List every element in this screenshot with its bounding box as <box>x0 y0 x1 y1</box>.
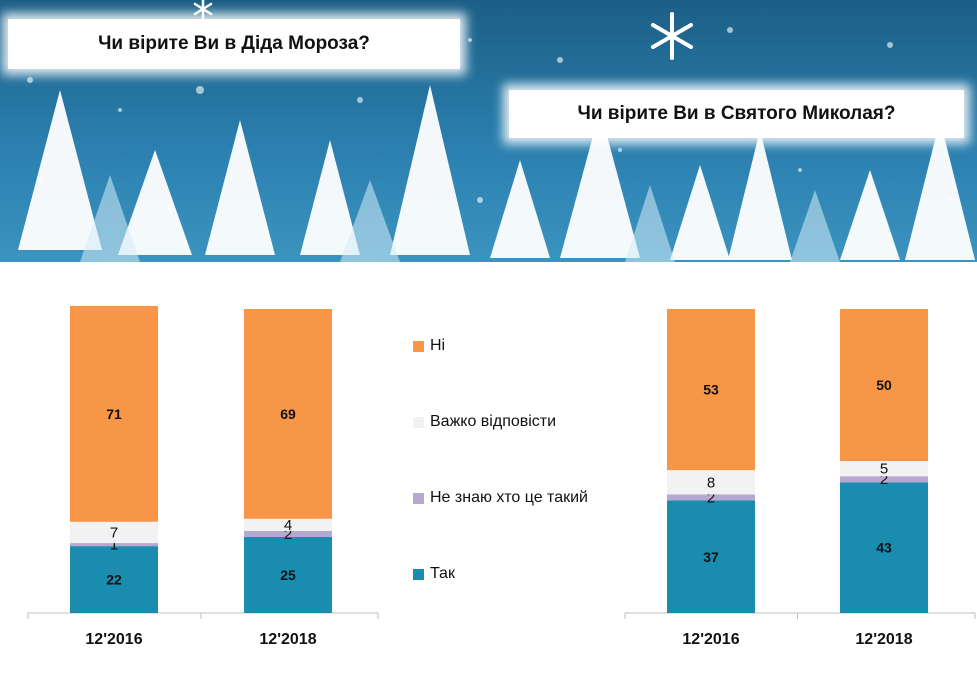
bar-segment-vazhko <box>244 518 332 531</box>
x-tick-label: 12'2016 <box>85 631 142 648</box>
bar-segment-vazhko <box>667 470 755 495</box>
legend-item-vazhko: Важко відповісти <box>413 411 673 433</box>
legend-label: Так <box>430 565 455 582</box>
bar-segment-tak <box>244 537 332 613</box>
data-label: 4 <box>284 517 292 534</box>
data-label: 22 <box>106 572 122 588</box>
data-label: 43 <box>876 540 892 556</box>
legend-label: Ні <box>430 337 446 354</box>
data-label: 53 <box>703 382 719 398</box>
snowy-forest-illustration <box>18 0 975 262</box>
snowflake-small-icon <box>193 0 213 20</box>
data-label: 2 <box>284 526 292 543</box>
x-tick-label: 12'2018 <box>259 631 316 648</box>
bar-segment-vazhko <box>70 521 158 544</box>
charts-area: 22 1 7 71 12'2016 25 2 4 69 12'2018 37 2 8 53 12'2016 4… <box>0 262 977 669</box>
legend-label: Важко відповісти <box>430 413 557 430</box>
bar-segment-ne-znayu <box>244 530 332 537</box>
question-title-ded-moroz: Чи вірите Ви в Діда Мороза? <box>8 19 460 69</box>
bar-segment-ne-znayu <box>70 543 158 547</box>
data-label: 71 <box>106 406 122 422</box>
snowflake-icon <box>651 12 693 60</box>
data-label: 2 <box>707 489 715 506</box>
legend-item-ni: Ні <box>413 335 673 357</box>
data-label: 7 <box>110 524 118 541</box>
legend-item-tak: Так <box>413 563 673 585</box>
legend-item-ne-znayu: Не знаю хто це такий <box>413 487 673 509</box>
bar-segment-vazhko <box>840 461 928 477</box>
legend-swatch <box>413 492 424 504</box>
data-label: 2 <box>880 471 888 488</box>
data-label: 1 <box>110 537 118 554</box>
bar-segment-ni <box>667 309 755 471</box>
legend-label: Не знаю хто це такий <box>430 489 588 506</box>
bar-segment-ni <box>840 309 928 461</box>
winter-banner: Чи вірите Ви в Діда Мороза? Чи вірите Ви… <box>0 0 977 262</box>
bar-segment-ni <box>70 305 158 522</box>
question-title-sv-mykolai: Чи вірите Ви в Святого Миколая? <box>509 90 964 138</box>
data-label: 69 <box>280 406 296 422</box>
data-label: 8 <box>707 474 715 491</box>
bar-segment-ni <box>244 309 332 519</box>
stacked-bar-charts: 22177112'201625246912'201837285312'20164… <box>27 305 976 648</box>
legend-swatch <box>413 340 424 352</box>
bar-segment-ne-znayu <box>840 476 928 483</box>
data-label: 25 <box>280 567 296 583</box>
data-label: 37 <box>703 549 719 565</box>
data-label: 50 <box>876 377 892 393</box>
bar-segment-tak <box>667 500 755 613</box>
x-tick-label: 12'2016 <box>682 631 739 648</box>
x-tick-label: 12'2018 <box>855 631 912 648</box>
data-label: 5 <box>880 461 888 478</box>
bar-segment-ne-znayu <box>667 494 755 501</box>
legend-swatch <box>413 568 424 580</box>
legend-swatch <box>413 416 424 428</box>
bar-segment-tak <box>840 482 928 613</box>
bar-segment-tak <box>70 546 158 613</box>
